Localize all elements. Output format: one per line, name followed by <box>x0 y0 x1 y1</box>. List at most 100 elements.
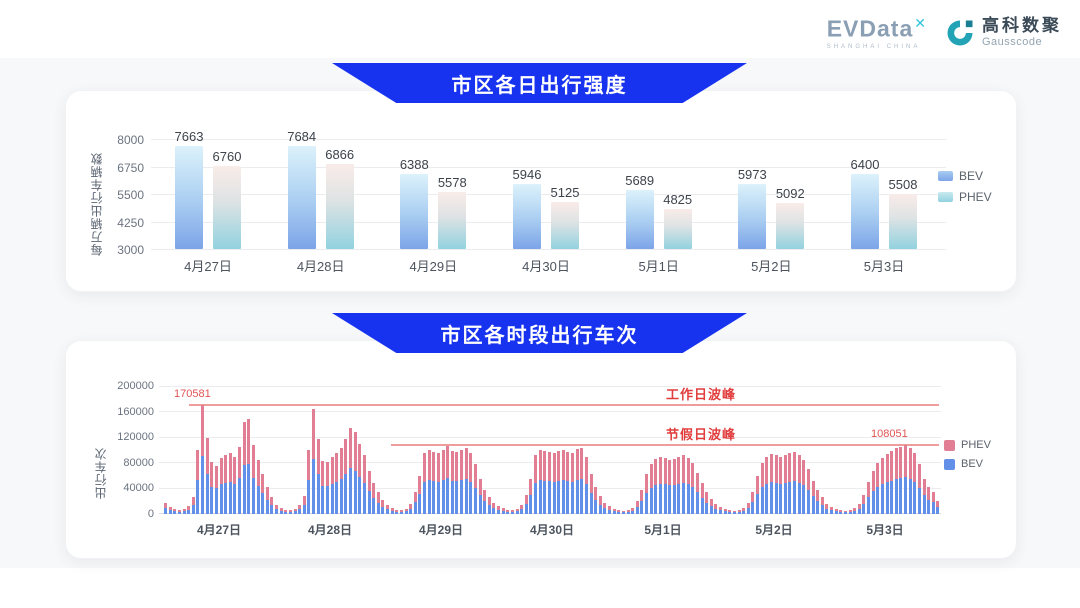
chart2-bev-segment <box>538 480 542 514</box>
chart2-bev-segment <box>358 476 362 514</box>
chart2-bev-segment <box>524 503 528 514</box>
chart2-stacked-bar-d2h13 <box>335 452 339 514</box>
chart2-bev-segment <box>307 480 311 514</box>
chart2-bev-segment <box>441 480 445 514</box>
chart2-x-label: 4月28日 <box>307 523 353 537</box>
chart2-phev-segment <box>631 507 635 511</box>
chart2-bev-segment <box>478 495 482 514</box>
chart2-bev-segment <box>381 506 385 514</box>
chart2-stacked-bar-d6h22 <box>820 497 824 514</box>
chart1-bev-value-label: 6388 <box>399 157 429 173</box>
chart2-phev-segment <box>645 474 648 494</box>
chart2-stacked-bar-d3h20 <box>478 478 482 514</box>
chart2-bev-segment <box>654 484 658 514</box>
chart1-gridline <box>151 194 946 195</box>
chart2-stacked-bar-d5h20 <box>700 483 704 514</box>
chart2-stacked-bar-d2h3 <box>288 510 292 514</box>
gausscode-name-cn: 高科数聚 <box>982 16 1062 36</box>
chart2-y-tick-label: 40000 <box>123 482 154 494</box>
chart2-stacked-bar-d3h13 <box>446 446 450 514</box>
chart2-phev-segment <box>649 464 653 488</box>
chart2-phev-segment <box>797 454 801 483</box>
chart2-stacked-bar-d7h17 <box>908 448 912 514</box>
chart2-stacked-bar-d1h13 <box>224 455 228 514</box>
chart2-phev-segment <box>298 505 302 510</box>
chart2-phev-segment <box>876 463 880 487</box>
chart2-bev-segment <box>164 507 167 514</box>
chart2-bev-segment <box>543 480 547 514</box>
chart2-phev-segment <box>603 502 607 508</box>
chart2-stacked-bar-d1h20 <box>256 460 260 514</box>
chart2-bev-segment <box>173 511 177 514</box>
chart2-bev-segment <box>603 507 607 514</box>
chart2-phev-segment <box>931 491 935 503</box>
chart2-phev-segment <box>612 508 616 512</box>
chart2-bev-segment <box>649 487 653 514</box>
chart2-bev-segment <box>594 499 598 514</box>
evdata-tagline: SHANGHAI CHINA <box>826 43 921 50</box>
chart2-y-tick-label: 120000 <box>117 431 154 443</box>
chart2-phev-segment <box>839 510 843 512</box>
chart2-legend-item-bev[interactable]: BEV <box>944 458 991 470</box>
chart1-legend-item-phev[interactable]: PHEV <box>938 190 992 204</box>
chart1-legend: BEV PHEV <box>938 169 992 204</box>
chart2-stacked-bar-d2h20 <box>367 470 371 514</box>
chart2-bev-segment <box>580 478 584 514</box>
chart2-stacked-bar-d1h9 <box>205 438 209 514</box>
chart2-phev-segment <box>719 507 722 511</box>
evdata-x-icon: ✕ <box>914 15 927 31</box>
chart2-phev-segment <box>390 508 394 511</box>
chart2-stacked-bar-d7h5 <box>853 508 857 514</box>
chart2-stacked-bar-d4h4 <box>515 508 519 514</box>
chart2-stacked-bar-d7h7 <box>862 494 866 514</box>
chart2-phev-segment <box>339 448 343 480</box>
chart2-bev-segment <box>187 509 191 514</box>
chart2-phev-segment <box>423 453 426 482</box>
chart2-stacked-bar-d4h10 <box>543 450 547 514</box>
chart2-x-label: 5月3日 <box>866 523 904 537</box>
chart2-phev-segment <box>682 455 685 483</box>
chart2-phev-segment <box>677 456 681 484</box>
chart2-bev-segment <box>256 485 260 514</box>
chart2-phev-segment <box>672 458 676 485</box>
chart2-stacked-bar-d7h11 <box>880 457 884 514</box>
chart2-stacked-bar-d7h20 <box>922 478 926 514</box>
chart2-phev-segment <box>783 455 787 483</box>
chart2-phev-segment <box>635 501 639 508</box>
chart2-stacked-bar-d3h10 <box>432 451 436 514</box>
chart2-bev-segment <box>862 503 866 514</box>
chart2-bev-segment <box>446 478 450 514</box>
chart2-bev-segment <box>510 511 514 514</box>
chart2-stacked-bar-d5h7 <box>640 489 644 514</box>
chart2-phev-segment <box>441 450 445 481</box>
chart2-stacked-bar-d1h10 <box>210 462 214 514</box>
hourly-trips-card: 出行车次 0 40000 80000 120000 160000 200000 4月27日 4… <box>65 340 1017 559</box>
chart2-bev-segment <box>473 487 477 514</box>
chart2-x-label: 4月27日 <box>196 523 242 537</box>
chart2-stacked-bar-d7h16 <box>904 445 907 514</box>
chart2-legend-item-phev[interactable]: PHEV <box>944 439 991 451</box>
chart2-stacked-bar-d3h7 <box>418 475 422 514</box>
chart2-phev-segment <box>765 456 769 484</box>
chart1-legend-item-bev[interactable]: BEV <box>938 169 992 183</box>
evdata-logo: EVData✕ SHANGHAI CHINA <box>827 16 927 50</box>
chart2-bev-segment <box>316 474 320 514</box>
chart2-stacked-bar-d3h9 <box>427 450 431 514</box>
chart2-stacked-bar-d1h18 <box>247 419 251 514</box>
chart2-workday-peak-label: 工作日波峰 <box>666 387 737 403</box>
chart2-stacked-bar-d5h21 <box>705 492 709 514</box>
chart2-bev-segment <box>635 507 639 514</box>
chart2-stacked-bar-d7h10 <box>876 463 880 514</box>
chart2-bev-segment <box>927 499 931 514</box>
chart2-phev-segment <box>640 489 644 502</box>
chart1-bev-value-label: 7684 <box>287 128 317 144</box>
evdata-wordmark: EVData✕ <box>827 16 927 41</box>
chart2-phev-segment <box>908 448 912 480</box>
chart1-legend-swatch-phev <box>938 192 953 202</box>
chart2-legend-label: PHEV <box>961 439 991 451</box>
chart2-bev-segment <box>529 495 533 514</box>
chart2-stacked-bar-d4h21 <box>594 487 598 514</box>
chart2-stacked-bar-d5h5 <box>631 507 635 514</box>
chart1-y-tick-label: 6750 <box>117 160 144 175</box>
chart2-stacked-bar-d2h11 <box>325 461 329 514</box>
